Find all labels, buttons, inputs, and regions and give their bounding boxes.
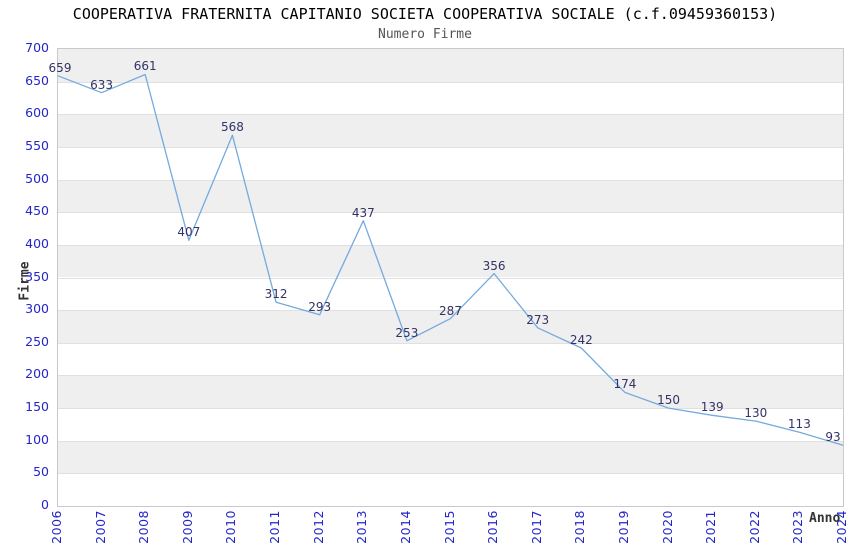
y-tick-label: 600 — [25, 105, 49, 121]
point-value-label: 293 — [308, 299, 332, 314]
point-value-label: 437 — [351, 205, 375, 220]
point-value-label: 174 — [613, 377, 637, 392]
x-tick-label: 2015 — [441, 510, 457, 544]
point-value-label: 242 — [569, 333, 593, 347]
point-value-label: 287 — [439, 303, 462, 318]
x-tick-label: 2009 — [179, 510, 195, 544]
point-value-label: 139 — [700, 400, 724, 415]
x-tick-label: 2014 — [397, 510, 413, 544]
background-band — [58, 440, 843, 474]
y-tick-label: 350 — [25, 268, 49, 284]
background-band — [58, 277, 843, 311]
gridline — [58, 408, 843, 410]
point-value-label: 407 — [177, 225, 201, 240]
background-band — [58, 473, 843, 506]
x-tick-label: 2013 — [354, 510, 370, 544]
x-tick-label: 2010 — [223, 510, 239, 544]
y-tick-label: 400 — [25, 235, 49, 251]
gridline — [58, 81, 843, 83]
background-band — [58, 49, 843, 82]
point-value-label: 633 — [90, 77, 114, 92]
gridline — [58, 146, 843, 148]
background-band — [58, 310, 843, 343]
x-tick-label: 2021 — [703, 510, 719, 544]
gridline — [58, 212, 843, 214]
gridline — [58, 244, 843, 246]
x-tick-label: 2007 — [92, 510, 108, 544]
x-tick-label: 2012 — [310, 510, 326, 544]
background-band — [58, 375, 843, 409]
point-value-label: 150 — [657, 393, 680, 408]
x-tick-label: 2018 — [572, 510, 588, 544]
point-value-label: 661 — [133, 59, 157, 74]
background-band — [58, 408, 843, 441]
background-band — [58, 179, 843, 213]
point-value-label: 356 — [482, 258, 506, 273]
y-tick-label: 500 — [25, 170, 49, 186]
point-value-label: 312 — [264, 287, 288, 302]
point-value-label: 273 — [526, 312, 550, 327]
gridline — [58, 277, 843, 279]
y-tick-label: 250 — [25, 333, 49, 349]
point-value-label: 253 — [395, 325, 419, 340]
x-tick-label: 2020 — [659, 510, 675, 544]
gridline — [58, 375, 843, 377]
background-band — [58, 146, 843, 180]
gridline — [58, 310, 843, 312]
plot-area: 659 633 661 407 568 312 293 437 253 287 356 273 242 1… — [49, 48, 844, 507]
gridline — [58, 114, 843, 116]
y-tick-label: 650 — [25, 72, 49, 88]
x-tick-label: 2006 — [49, 510, 64, 544]
y-tick-label: 150 — [25, 399, 49, 415]
y-tick-label: 50 — [33, 464, 49, 480]
x-tick-label: 2016 — [485, 510, 501, 544]
x-axis-title: Anno — [809, 511, 841, 526]
background-band — [58, 244, 843, 278]
y-tick-label: 550 — [25, 137, 49, 153]
background-band — [58, 342, 843, 376]
y-tick-label: 300 — [25, 301, 49, 317]
background-band — [58, 81, 843, 115]
chart-title: COOPERATIVA FRATERNITA CAPITANIO SOCIETA… — [72, 5, 778, 23]
gridline — [58, 179, 843, 181]
point-value-label: 113 — [787, 417, 811, 432]
x-tick-label: 2008 — [136, 510, 152, 544]
y-tick-label: 100 — [25, 431, 49, 447]
point-value-label: 568 — [220, 120, 244, 135]
x-tick-label: 2017 — [528, 510, 544, 544]
firme-line-series — [57, 73, 844, 446]
x-tick-label: 2011 — [267, 510, 283, 544]
y-tick-label: 200 — [25, 366, 49, 382]
gridline — [58, 440, 843, 442]
chart-subtitle: Numero Firme — [378, 27, 472, 42]
x-tick-label: 2019 — [615, 510, 631, 544]
y-tick-label: 450 — [25, 203, 49, 219]
x-tick-label: 2022 — [746, 510, 762, 544]
background-band — [58, 114, 843, 147]
point-value-label: 93 — [825, 430, 841, 445]
point-value-label: 659 — [48, 60, 72, 75]
x-tick-label: 2023 — [790, 510, 806, 544]
y-tick-label: 0 — [41, 497, 49, 512]
gridline — [58, 342, 843, 344]
y-tick-label: 700 — [25, 40, 49, 55]
point-value-label: 130 — [744, 406, 768, 421]
gridline — [58, 473, 843, 475]
